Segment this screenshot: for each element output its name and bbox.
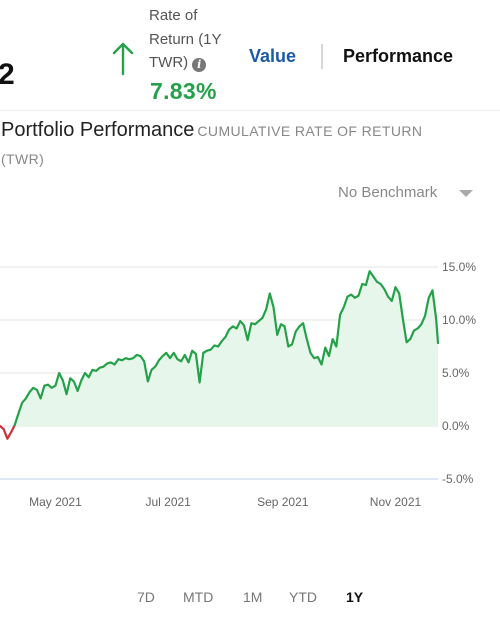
y-tick-label: -5.0% [442, 472, 474, 486]
tab-mtd[interactable]: MTD [183, 589, 214, 605]
tab-7d[interactable]: 7D [137, 589, 155, 605]
ror-label-line-2: Return (1Y [149, 30, 222, 48]
benchmark-dropdown[interactable]: No Benchmark [338, 184, 438, 201]
performance-chart: 15.0% 10.0% 5.0% 0.0% -5.0% May 2021 Jul 2021 S… [0, 260, 476, 509]
rate-of-return-label: Rate of Return (1Y TWR) i [149, 4, 239, 75]
tab-1y[interactable]: 1Y [346, 589, 364, 605]
y-tick-label: 10.0% [442, 313, 476, 327]
chart-title-row: Portfolio Performance CUMULATIVE RATE OF … [1, 119, 422, 142]
ror-label-line-3: TWR) [149, 54, 189, 71]
ror-label-line-3-wrap: TWR) i [149, 51, 239, 75]
chart-subtitle: CUMULATIVE RATE OF RETURN [197, 123, 423, 139]
info-icon[interactable]: i [192, 58, 207, 72]
up-arrow-icon [112, 42, 134, 76]
chart-title: Portfolio Performance [1, 119, 195, 141]
segment-performance-button[interactable]: Performance [343, 46, 454, 66]
range-tabs: 7D MTD 1M YTD 1Y [0, 589, 500, 611]
chart-subtitle-continued: (TWR) [1, 151, 45, 167]
segment-value-button[interactable]: Value [249, 46, 297, 66]
header-divider [0, 110, 500, 111]
x-tick-label: Nov 2021 [370, 495, 422, 509]
x-tick-label: Jul 2021 [145, 495, 191, 509]
portfolio-value-fragment: 2 [0, 58, 15, 91]
x-tick-label: May 2021 [29, 495, 82, 509]
series-line-negative [0, 423, 16, 440]
chart-area-fill [0, 271, 438, 426]
caret-down-icon[interactable] [459, 190, 473, 197]
rate-of-return-value: 7.83% [150, 78, 217, 104]
ror-label-line-1: Rate of [149, 7, 198, 24]
y-tick-label: 5.0% [442, 366, 470, 380]
segment-divider [321, 44, 323, 69]
tab-ytd[interactable]: YTD [289, 589, 317, 605]
y-tick-label: 15.0% [442, 260, 476, 274]
x-tick-label: Sep 2021 [257, 495, 309, 509]
series-line-positive [13, 270, 440, 427]
y-tick-label: 0.0% [442, 419, 470, 433]
tab-1m[interactable]: 1M [243, 589, 263, 605]
